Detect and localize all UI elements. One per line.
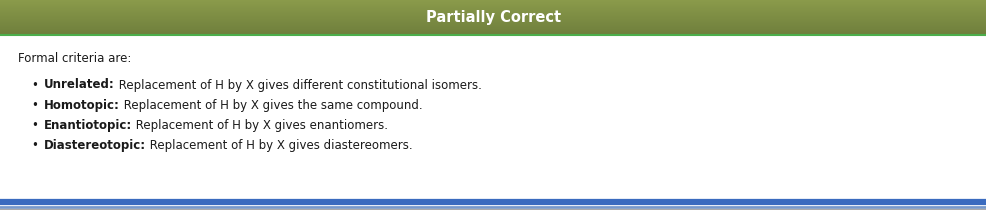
Bar — [0, 32, 986, 33]
Bar — [0, 7, 986, 8]
Bar — [0, 10, 986, 11]
Bar — [0, 2, 986, 3]
Bar — [0, 4, 986, 5]
Bar — [0, 0, 986, 1]
Text: Enantiotopic:: Enantiotopic: — [44, 118, 132, 131]
Text: •: • — [32, 79, 38, 92]
Bar — [0, 2, 986, 3]
Bar — [0, 25, 986, 26]
Bar — [0, 16, 986, 17]
Bar — [0, 26, 986, 27]
Text: Replacement of H by X gives different constitutional isomers.: Replacement of H by X gives different co… — [114, 79, 481, 92]
Bar — [0, 16, 986, 17]
Bar — [0, 5, 986, 6]
Bar — [0, 34, 986, 35]
Bar — [0, 8, 986, 9]
Text: Unrelated:: Unrelated: — [44, 79, 114, 92]
Bar — [0, 27, 986, 28]
Text: Replacement of H by X gives the same compound.: Replacement of H by X gives the same com… — [119, 98, 422, 112]
Bar — [0, 13, 986, 14]
Text: Replacement of H by X gives enantiomers.: Replacement of H by X gives enantiomers. — [132, 118, 387, 131]
Bar — [0, 19, 986, 20]
Bar — [0, 34, 986, 35]
Bar — [0, 17, 986, 18]
Bar — [0, 28, 986, 29]
Bar — [0, 13, 986, 14]
Bar — [0, 24, 986, 25]
Bar — [0, 9, 986, 10]
Bar — [0, 21, 986, 22]
Bar — [0, 23, 986, 24]
Text: Partially Correct: Partially Correct — [426, 10, 560, 25]
Text: •: • — [32, 118, 38, 131]
Bar — [0, 20, 986, 21]
Bar — [0, 33, 986, 34]
Bar — [0, 10, 986, 11]
Bar — [0, 15, 986, 16]
Bar — [0, 36, 986, 210]
Bar — [0, 14, 986, 15]
Bar — [0, 18, 986, 19]
Bar — [0, 6, 986, 7]
Bar — [0, 12, 986, 13]
Bar — [0, 23, 986, 24]
Bar — [0, 22, 986, 23]
Bar — [0, 29, 986, 30]
Bar — [0, 20, 986, 21]
Bar — [0, 3, 986, 4]
Text: Diastereotopic:: Diastereotopic: — [44, 139, 146, 151]
Text: •: • — [32, 139, 38, 151]
Text: Replacement of H by X gives diastereomers.: Replacement of H by X gives diastereomer… — [146, 139, 412, 151]
Bar — [0, 17, 986, 18]
Bar — [0, 31, 986, 32]
Text: •: • — [32, 98, 38, 112]
Bar — [0, 11, 986, 12]
Bar — [0, 30, 986, 31]
Text: Formal criteria are:: Formal criteria are: — [18, 51, 131, 64]
Bar — [0, 1, 986, 2]
Bar — [0, 19, 986, 20]
Text: Homotopic:: Homotopic: — [44, 98, 119, 112]
Bar — [0, 14, 986, 15]
